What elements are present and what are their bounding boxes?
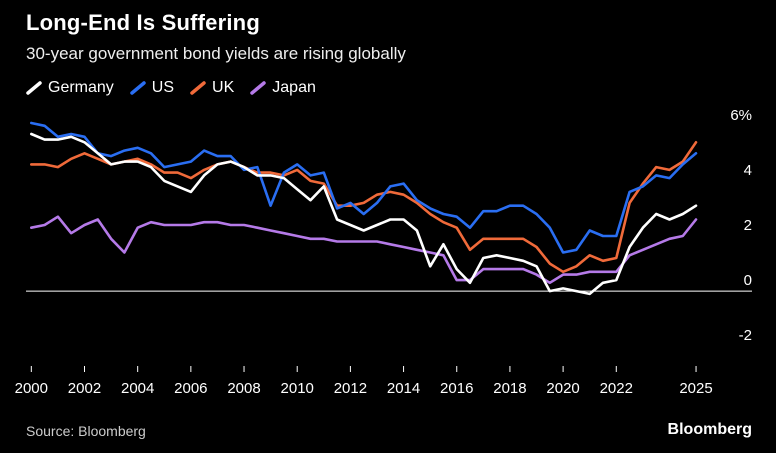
x-tick-label: 2012: [334, 380, 367, 397]
series-line-us: [29, 121, 698, 254]
x-tick-label: 2006: [174, 380, 207, 397]
x-tick-label: 2010: [281, 380, 314, 397]
x-tick-label: 2022: [600, 380, 633, 397]
x-tick-label: 2016: [440, 380, 473, 397]
legend-swatch-germany: [26, 81, 42, 95]
legend-item-germany: Germany: [26, 79, 114, 97]
y-tick-label: -2: [739, 327, 752, 344]
brand-logo-text: Bloomberg: [667, 421, 752, 438]
x-tick-label: 2004: [121, 380, 154, 397]
y-tick-label: 6%: [730, 107, 752, 124]
series-line-uk: [29, 141, 698, 274]
legend-swatch-japan: [250, 81, 267, 95]
x-tick-label: 2025: [679, 380, 712, 397]
y-tick-label: 4: [744, 162, 752, 179]
y-tick-label: 0: [744, 272, 752, 289]
legend-label-japan: Japan: [272, 79, 316, 96]
series-line-japan: [29, 215, 698, 285]
x-tick-label: 2000: [15, 380, 48, 397]
legend: Germany US UK Japan: [26, 79, 316, 97]
legend-swatch-uk: [190, 81, 206, 95]
legend-label-us: US: [151, 79, 175, 96]
x-tick-label: 2002: [68, 380, 101, 397]
x-tick-label: 2008: [227, 380, 260, 397]
x-tick-label: 2020: [546, 380, 579, 397]
legend-item-us: US: [130, 79, 174, 97]
series-line-germany: [29, 132, 698, 296]
legend-label-uk: UK: [212, 79, 235, 96]
chart-title: Long-End Is Suffering: [26, 10, 260, 35]
y-tick-label: 2: [744, 217, 752, 234]
x-tick-label: 2018: [493, 380, 526, 397]
legend-item-japan: Japan: [250, 79, 316, 97]
x-tick-label: 2014: [387, 380, 420, 397]
source-note: Source: Bloomberg: [26, 423, 146, 439]
legend-item-uk: UK: [190, 79, 234, 97]
legend-label-germany: Germany: [48, 79, 114, 96]
legend-swatch-us: [130, 81, 146, 95]
chart-subtitle: 30-year government bond yields are risin…: [26, 44, 406, 63]
